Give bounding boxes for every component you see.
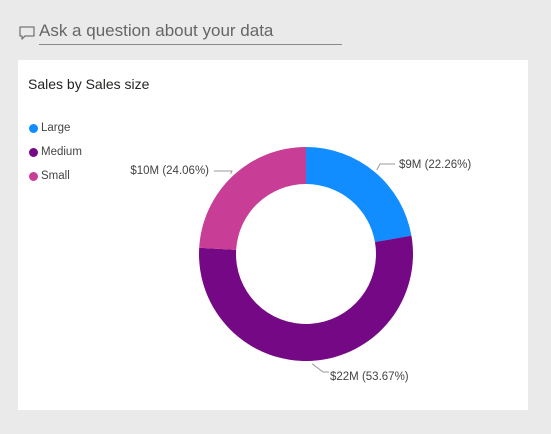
data-label-small: $10M (24.06%) <box>130 165 209 177</box>
leader-line-large <box>376 163 395 171</box>
data-label-medium: $22M (53.67%) <box>330 371 409 383</box>
legend-label-large: Large <box>41 122 71 134</box>
donut-slice-small[interactable] <box>199 147 306 250</box>
donut-chart: $9M (22.26%) $22M (53.67%) $10M (24.06%) <box>130 147 471 383</box>
legend-dot-medium <box>29 147 38 157</box>
legend-label-medium: Medium <box>41 146 82 158</box>
legend: Large Medium Small <box>29 116 82 188</box>
data-label-large: $9M (22.26%) <box>399 159 471 171</box>
leader-line-small <box>214 170 233 175</box>
legend-item-small[interactable]: Small <box>29 164 82 188</box>
chart-card[interactable]: Sales by Sales size Large Medium Small $… <box>18 60 528 410</box>
donut-slice-large[interactable] <box>306 147 412 243</box>
donut-slice-medium[interactable] <box>198 235 413 362</box>
legend-dot-large <box>29 123 38 133</box>
legend-label-small: Small <box>41 170 70 182</box>
qa-input[interactable] <box>39 18 342 45</box>
chat-bubble-icon <box>19 26 35 40</box>
qa-bar <box>18 18 344 48</box>
legend-item-medium[interactable]: Medium <box>29 140 82 164</box>
chart-title: Sales by Sales size <box>28 76 150 92</box>
leader-line-medium <box>311 363 329 373</box>
legend-dot-small <box>29 171 38 181</box>
legend-item-large[interactable]: Large <box>29 116 82 140</box>
